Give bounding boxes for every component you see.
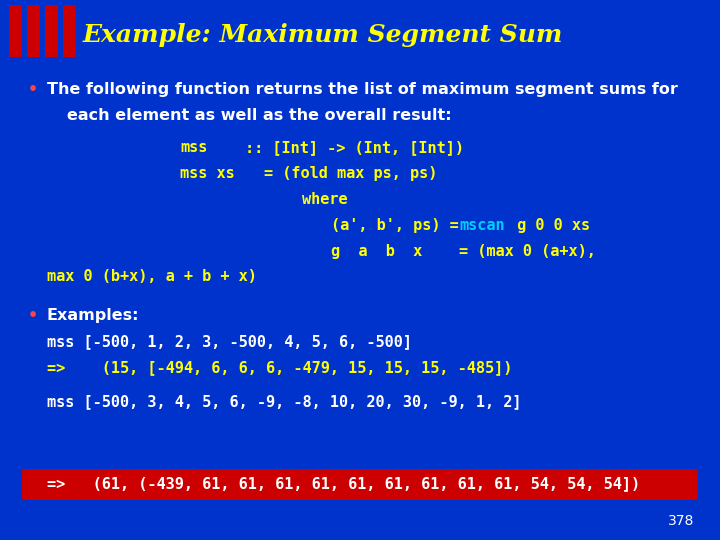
Text: (a', b', ps) =: (a', b', ps) = [331,218,468,233]
Text: where: where [302,192,348,207]
Text: =>    (15, [-494, 6, 6, 6, -479, 15, 15, 15, -485]): => (15, [-494, 6, 6, 6, -479, 15, 15, 15… [47,360,512,375]
Text: g 0 0 xs: g 0 0 xs [508,218,590,233]
Bar [63,5,76,57]
Text: 378: 378 [668,514,695,528]
Text: Example: Maximum Segment Sum: Example: Maximum Segment Sum [83,23,563,47]
Text: mss [-500, 1, 2, 3, -500, 4, 5, 6, -500]: mss [-500, 1, 2, 3, -500, 4, 5, 6, -500] [47,334,412,349]
Text: g  a  b  x: g a b x [331,244,423,259]
Text: max 0 (b+x), a + b + x): max 0 (b+x), a + b + x) [47,269,256,284]
Text: mss xs: mss xs [180,166,235,181]
Text: mss [-500, 3, 4, 5, 6, -9, -8, 10, 20, 30, -9, 1, 2]: mss [-500, 3, 4, 5, 6, -9, -8, 10, 20, 3… [47,394,521,409]
Bar [45,5,58,57]
Text: The following function returns the list of maximum segment sums for: The following function returns the list … [47,82,678,97]
Bar [22,469,698,500]
Bar [9,5,22,57]
Text: mss: mss [180,140,207,155]
Text: :: [Int] -> (Int, [Int]): :: [Int] -> (Int, [Int]) [245,140,464,155]
Text: mscan: mscan [459,218,505,233]
Text: •: • [27,82,37,97]
Text: Examples:: Examples: [47,308,139,323]
Bar [27,5,40,57]
Text: =>   (61, (-439, 61, 61, 61, 61, 61, 61, 61, 61, 61, 54, 54, 54]): => (61, (-439, 61, 61, 61, 61, 61, 61, 6… [47,476,640,491]
Text: = (max 0 (a+x),: = (max 0 (a+x), [459,244,596,259]
Text: = (fold max ps, ps): = (fold max ps, ps) [264,166,437,181]
Text: each element as well as the overall result:: each element as well as the overall resu… [67,107,451,123]
Text: •: • [27,308,37,323]
